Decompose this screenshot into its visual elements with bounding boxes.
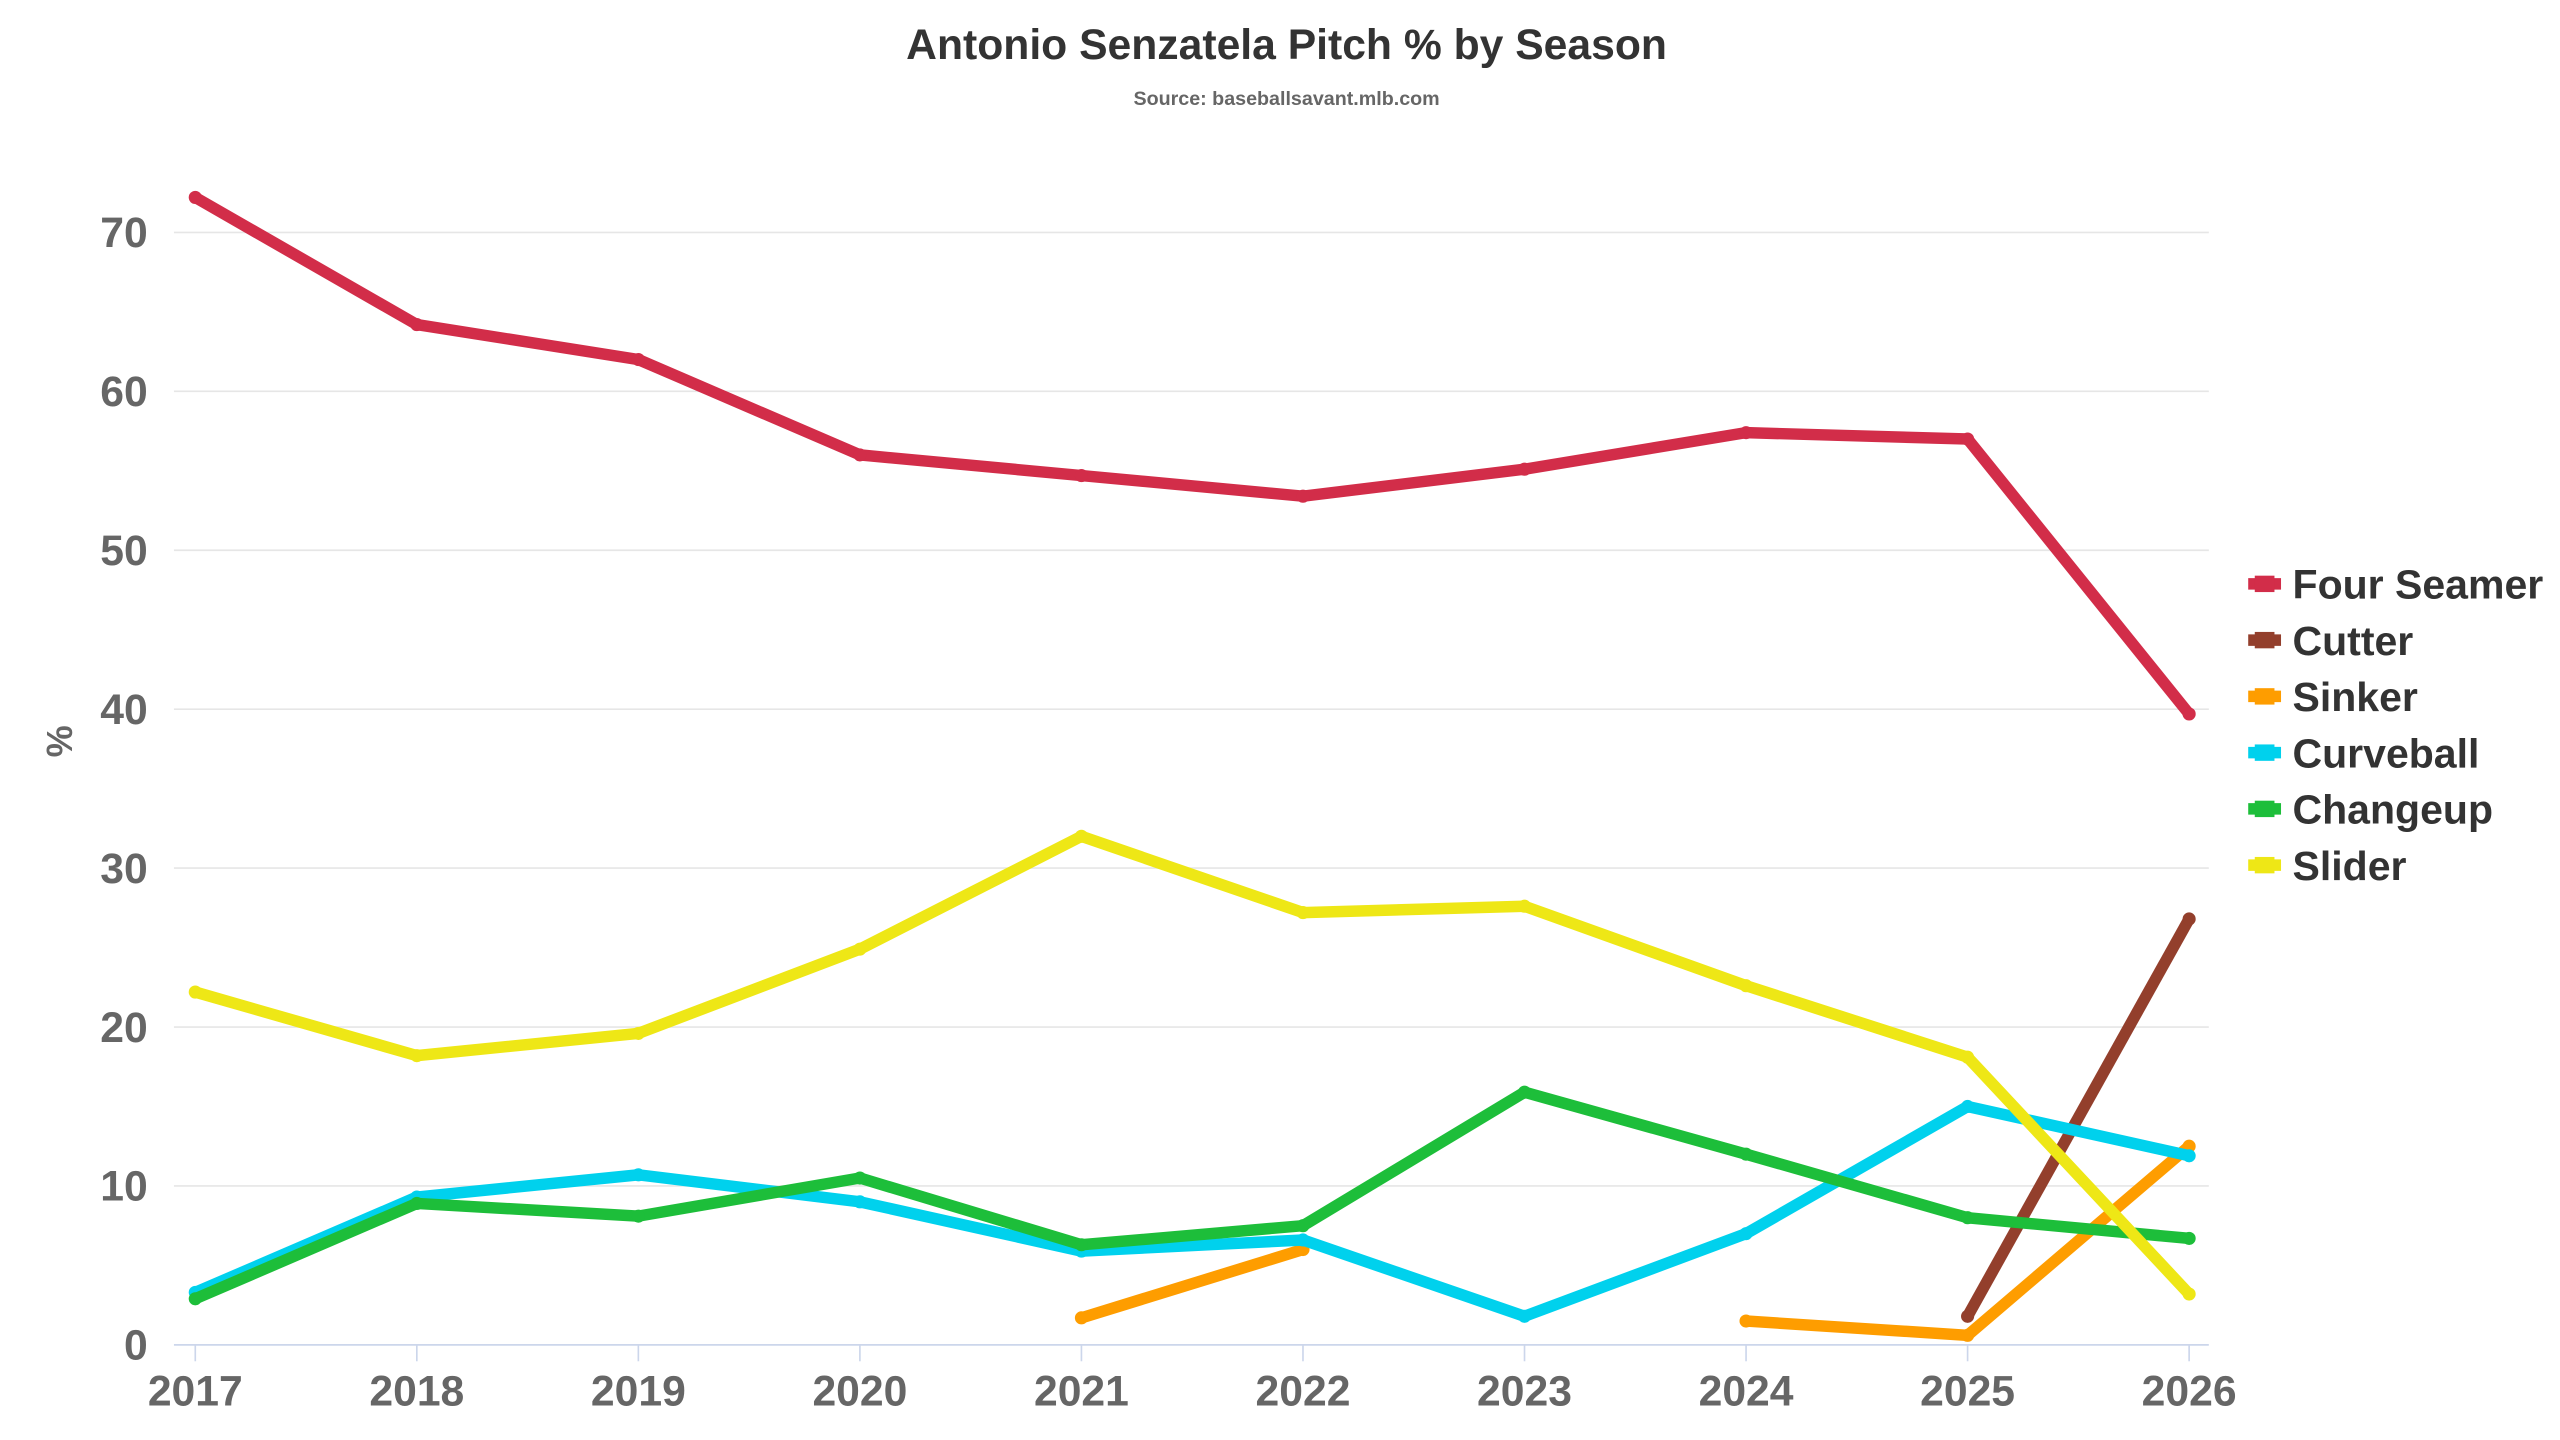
x-tick-label: 2026 bbox=[2142, 1368, 2237, 1416]
legend-item[interactable]: Cutter bbox=[2248, 618, 2413, 664]
y-tick-label: 0 bbox=[124, 1322, 148, 1370]
legend-marker bbox=[2254, 856, 2275, 874]
x-tick-label: 2020 bbox=[812, 1368, 907, 1416]
series-slider bbox=[188, 829, 2196, 1301]
data-point[interactable] bbox=[1517, 1085, 1532, 1099]
series-four-seamer bbox=[188, 190, 2196, 721]
x-tick-label: 2024 bbox=[1699, 1368, 1794, 1416]
data-point[interactable] bbox=[1517, 462, 1532, 476]
data-point[interactable] bbox=[1739, 1314, 1753, 1328]
series-line[interactable] bbox=[1079, 1244, 1305, 1324]
data-point[interactable] bbox=[1074, 1238, 1088, 1252]
series-cutter bbox=[1961, 912, 2196, 1323]
legend-item[interactable]: Sinker bbox=[2248, 674, 2418, 720]
y-tick-label: 30 bbox=[100, 845, 147, 893]
legend-label: Changeup bbox=[2293, 787, 2493, 833]
legend-item[interactable]: Slider bbox=[2248, 843, 2407, 889]
data-point[interactable] bbox=[2182, 1231, 2196, 1245]
x-tick-label: 2021 bbox=[1034, 1368, 1129, 1416]
legend-label: Sinker bbox=[2293, 674, 2418, 720]
data-point[interactable] bbox=[1739, 1147, 1753, 1161]
data-point[interactable] bbox=[188, 190, 202, 204]
data-point[interactable] bbox=[1961, 1309, 1975, 1323]
data-point[interactable] bbox=[853, 448, 867, 462]
y-tick-label: 40 bbox=[100, 686, 147, 734]
data-point[interactable] bbox=[188, 985, 202, 999]
data-point[interactable] bbox=[1961, 1328, 1975, 1342]
data-point[interactable] bbox=[1739, 1227, 1753, 1241]
data-point[interactable] bbox=[2182, 1287, 2196, 1301]
data-point[interactable] bbox=[853, 1171, 867, 1185]
data-point[interactable] bbox=[1517, 899, 1532, 913]
legend-label: Cutter bbox=[2293, 618, 2414, 664]
legend-item[interactable]: Curveball bbox=[2248, 730, 2479, 776]
x-tick-label: 2022 bbox=[1256, 1368, 1351, 1416]
data-point[interactable] bbox=[1961, 432, 1975, 446]
data-point[interactable] bbox=[631, 1168, 645, 1182]
legend-item[interactable]: Four Seamer bbox=[2248, 562, 2543, 608]
data-point[interactable] bbox=[188, 1292, 202, 1306]
legend-marker bbox=[2254, 631, 2275, 649]
y-tick-label: 60 bbox=[100, 368, 147, 416]
y-axis-label: % bbox=[39, 725, 80, 757]
data-point[interactable] bbox=[1961, 1099, 1975, 1114]
data-point[interactable] bbox=[1961, 1050, 1975, 1064]
y-tick-label: 10 bbox=[100, 1163, 147, 1211]
legend-marker bbox=[2254, 800, 2275, 818]
series-changeup bbox=[188, 1085, 2196, 1306]
data-point[interactable] bbox=[410, 1196, 424, 1210]
y-tick-label: 50 bbox=[100, 527, 147, 575]
data-point[interactable] bbox=[1296, 906, 1310, 920]
x-tick-label: 2025 bbox=[1920, 1368, 2015, 1416]
data-point[interactable] bbox=[410, 318, 424, 332]
data-point[interactable] bbox=[1074, 829, 1088, 843]
series-line[interactable] bbox=[1962, 916, 2195, 1320]
x-tick-label: 2023 bbox=[1477, 1368, 1572, 1416]
series-line[interactable] bbox=[193, 830, 2194, 1298]
data-point[interactable] bbox=[1296, 1219, 1310, 1233]
data-point[interactable] bbox=[2182, 912, 2196, 926]
series-line[interactable] bbox=[193, 1100, 2191, 1323]
series-line[interactable] bbox=[192, 192, 2194, 718]
y-tick-label: 20 bbox=[100, 1004, 147, 1052]
data-point[interactable] bbox=[853, 1195, 867, 1209]
legend-label: Curveball bbox=[2293, 730, 2480, 776]
data-point[interactable] bbox=[1739, 426, 1753, 440]
data-point[interactable] bbox=[2182, 1149, 2196, 1163]
data-point[interactable] bbox=[631, 1209, 645, 1223]
legend-marker bbox=[2254, 744, 2275, 761]
data-point[interactable] bbox=[410, 1049, 424, 1063]
data-point[interactable] bbox=[2182, 707, 2196, 721]
data-point[interactable] bbox=[1296, 489, 1310, 503]
data-point[interactable] bbox=[1517, 1309, 1532, 1323]
data-point[interactable] bbox=[1296, 1233, 1310, 1247]
legend-label: Slider bbox=[2293, 843, 2407, 889]
x-tick-label: 2017 bbox=[148, 1368, 243, 1416]
chart-title: Antonio Senzatela Pitch % by Season bbox=[906, 21, 1667, 69]
data-point[interactable] bbox=[1074, 1311, 1088, 1325]
data-point[interactable] bbox=[631, 352, 645, 367]
data-point[interactable] bbox=[1074, 468, 1088, 483]
x-tick-label: 2018 bbox=[369, 1368, 464, 1416]
legend-item[interactable]: Changeup bbox=[2248, 787, 2493, 833]
y-tick-label: 70 bbox=[100, 209, 147, 257]
legend-label: Four Seamer bbox=[2293, 562, 2544, 608]
series-line[interactable] bbox=[193, 1086, 2190, 1305]
data-point[interactable] bbox=[631, 1026, 645, 1040]
legend-marker bbox=[2254, 575, 2275, 593]
legend-marker bbox=[2254, 688, 2275, 705]
chart-subtitle: Source: baseballsavant.mlb.com bbox=[1133, 88, 1439, 110]
x-tick-label: 2019 bbox=[591, 1368, 686, 1416]
data-point[interactable] bbox=[1961, 1211, 1975, 1225]
data-point[interactable] bbox=[853, 942, 867, 956]
data-point[interactable] bbox=[1739, 979, 1753, 993]
